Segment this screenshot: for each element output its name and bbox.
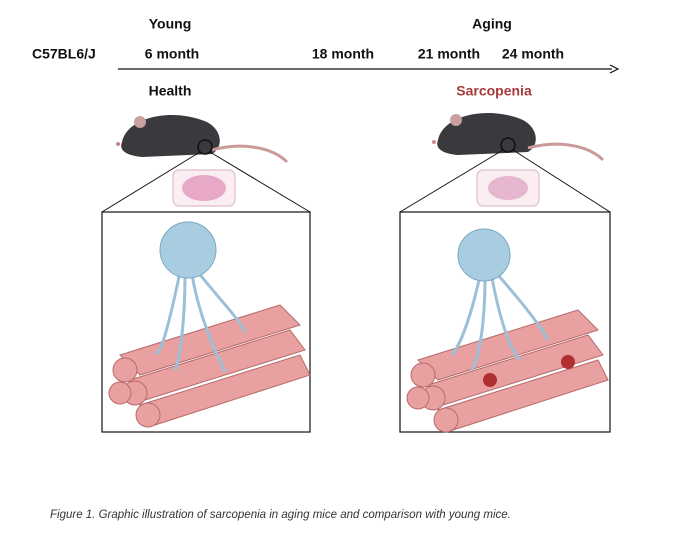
strain-label: C57BL6/J [32, 46, 96, 62]
group-label: Aging [472, 16, 512, 32]
panel-label: Sarcopenia [456, 83, 532, 99]
zoom-line [101, 151, 201, 213]
zoom-line [399, 149, 504, 213]
time-point: 21 month [418, 46, 480, 62]
mouse-illustration [114, 113, 289, 164]
zoom-line [512, 149, 611, 213]
neuron [457, 228, 511, 282]
time-point: 24 month [502, 46, 564, 62]
time-point: 18 month [312, 46, 374, 62]
degenerating-junction [483, 373, 497, 387]
group-label: Young [149, 16, 192, 32]
panel-label: Health [149, 83, 192, 99]
figure-caption: Figure 1. Graphic illustration of sarcop… [50, 509, 511, 521]
degenerating-junction [561, 355, 575, 369]
axons [450, 274, 550, 371]
zoom-circle [197, 139, 213, 155]
tissue-image [488, 176, 528, 200]
time-point: 6 month [145, 46, 199, 62]
neuron [159, 221, 217, 279]
timeline-arrow [609, 64, 620, 74]
zoom-line [209, 151, 311, 213]
tissue-image [182, 175, 226, 201]
axons [153, 271, 247, 373]
zoom-circle [500, 137, 516, 153]
